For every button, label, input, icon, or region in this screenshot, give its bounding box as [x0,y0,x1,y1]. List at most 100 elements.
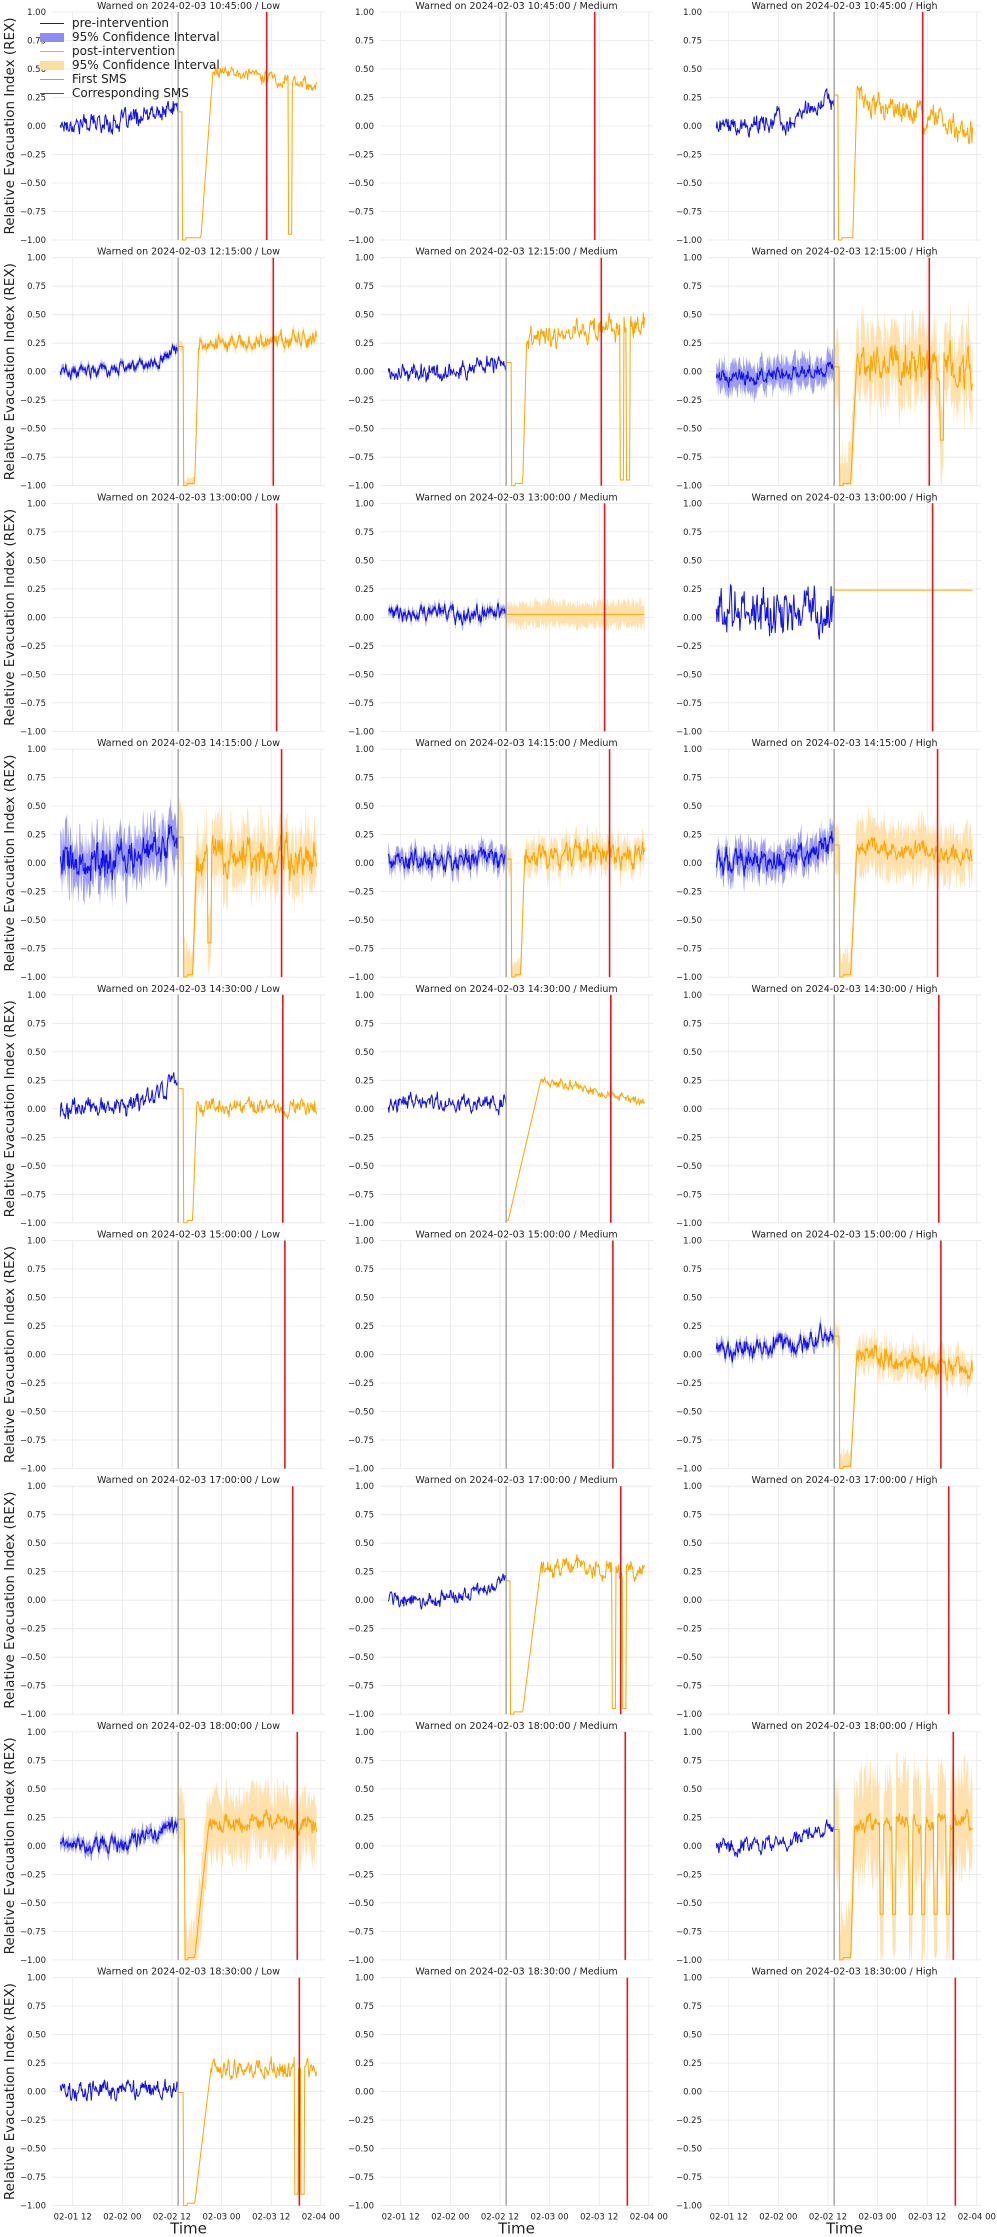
legend: pre-intervention 95% Confidence Interval… [40,16,230,100]
pre-intervention-line [715,88,835,138]
y-tick-label: 0.75 [27,1756,46,1766]
y-tick-label: −0.75 [20,2173,46,2183]
legend-swatch-post-ci [40,60,64,70]
y-tick-label: 1.00 [27,1728,46,1738]
y-tick-label: 0.00 [683,122,702,132]
legend-swatch-first-sms [40,78,64,80]
y-tick-label: −1.00 [20,973,46,983]
legend-swatch-pre-ci [40,32,64,42]
panel-title: Warned on 2024-02-03 14:30:00 / Low [97,984,280,995]
subplot-panel: 1.00 0.75 0.50 0.25 0.00 −0.25 −0.50 −0.75 −1.00… [676,1967,996,2223]
y-tick-label: 0.50 [27,65,46,75]
x-tick-label: 02-03 12 [580,2213,618,2223]
y-tick-label: −0.25 [20,1379,46,1389]
y-tick-label: −0.50 [676,179,702,189]
y-axis-label: Relative Evacuation Index (REX) [2,263,18,480]
y-tick-label: 0.75 [355,1019,374,1029]
post-confidence-band [834,1747,973,1960]
y-tick-label: 0.75 [355,1265,374,1275]
y-tick-label: −0.25 [20,888,46,898]
y-tick-label: 0.00 [27,122,46,132]
y-axis-label: Relative Evacuation Index (REX) [2,1492,18,1709]
y-tick-label: 0.25 [27,2059,46,2069]
subplot-panel: 1.00 0.75 0.50 0.25 0.00 −0.25 −0.50 −0.75 −1.00… [676,1230,981,1475]
x-axis-label: Time [497,2220,535,2237]
y-tick-label: 0.50 [355,802,374,812]
y-tick-label: 0.00 [683,368,702,378]
y-tick-label: −0.25 [676,1870,702,1880]
subplot-panel: 1.00 0.75 0.50 0.25 0.00 −0.25 −0.50 −0.75 −1.00… [348,738,653,983]
y-tick-label: 0.00 [355,613,374,623]
pre-intervention-line [387,355,507,384]
post-confidence-band [178,1775,317,1960]
y-tick-label: 0.25 [355,585,374,595]
y-tick-label: −0.75 [348,453,374,463]
pre-intervention-line [715,583,835,640]
pre-intervention-line [59,1816,179,1855]
y-tick-label: −0.75 [20,1436,46,1446]
y-tick-label: −0.50 [676,1408,702,1418]
panel-title: Warned on 2024-02-03 17:00:00 / High [751,1475,937,1486]
y-tick-label: −0.75 [676,2173,702,2183]
y-tick-label: −0.50 [676,2145,702,2155]
y-tick-label: −0.25 [20,151,46,161]
y-tick-label: −0.25 [676,1133,702,1143]
post-confidence-band [178,797,317,978]
y-tick-label: −0.75 [676,453,702,463]
y-tick-label: 0.75 [683,1265,702,1275]
y-tick-label: −0.25 [348,151,374,161]
panel-title: Warned on 2024-02-03 10:45:00 / Medium [415,1,617,12]
y-tick-label: −0.50 [348,1653,374,1663]
y-tick-label: −0.25 [348,1870,374,1880]
y-tick-label: −0.25 [20,2116,46,2126]
pre-intervention-line [715,1819,835,1858]
y-tick-label: 0.50 [683,311,702,321]
y-tick-label: −1.00 [676,1465,702,1475]
y-tick-label: 0.25 [355,1076,374,1086]
y-tick-label: 0.50 [355,556,374,566]
y-tick-label: 1.00 [27,1482,46,1492]
y-tick-label: −0.50 [20,1653,46,1663]
y-tick-label: 0.75 [683,282,702,292]
pre-confidence-band [60,1812,179,1862]
y-tick-label: 1.00 [683,1728,702,1738]
y-axis-label: Relative Evacuation Index (REX) [2,755,18,972]
y-tick-label: 0.25 [27,94,46,104]
y-tick-label: 0.00 [27,1596,46,1606]
y-tick-label: −0.50 [676,1162,702,1172]
y-tick-label: −0.25 [20,1625,46,1635]
panel-title: Warned on 2024-02-03 13:00:00 / Low [97,492,280,503]
y-tick-label: 0.00 [683,1842,702,1852]
y-tick-label: 1.00 [27,499,46,509]
y-tick-label: 0.25 [355,339,374,349]
pre-intervention-line [387,1091,507,1116]
y-tick-label: −0.25 [20,1870,46,1880]
subplot-panel: 1.00 0.75 0.50 0.25 0.00 −0.25 −0.50 −0.75 −1.00… [348,984,653,1229]
y-tick-label: −0.25 [348,642,374,652]
y-tick-label: 0.75 [683,37,702,47]
y-tick-label: 0.00 [683,2088,702,2098]
y-tick-label: 1.00 [355,991,374,1001]
y-tick-label: −0.75 [20,453,46,463]
y-tick-label: 0.00 [355,122,374,132]
legend-label: First SMS [72,72,127,86]
y-tick-label: −0.75 [676,1190,702,1200]
legend-swatch-pre [40,22,64,24]
y-tick-label: −0.50 [348,670,374,680]
x-tick-label: 02-03 00 [202,2213,240,2223]
y-tick-label: −0.25 [676,1379,702,1389]
y-tick-label: −0.75 [20,699,46,709]
y-tick-label: 0.25 [683,339,702,349]
post-intervention-line [506,1076,645,1221]
y-tick-label: 0.50 [27,1048,46,1058]
y-tick-label: 1.00 [27,745,46,755]
x-tick-label: 02-02 00 [431,2213,469,2223]
y-tick-label: 1.00 [683,8,702,18]
y-tick-label: 0.00 [355,1351,374,1361]
y-tick-label: 0.25 [683,2059,702,2069]
y-tick-label: 0.50 [27,1294,46,1304]
y-tick-label: 0.25 [27,1813,46,1823]
y-tick-label: 1.00 [355,1482,374,1492]
y-tick-label: 0.50 [683,556,702,566]
